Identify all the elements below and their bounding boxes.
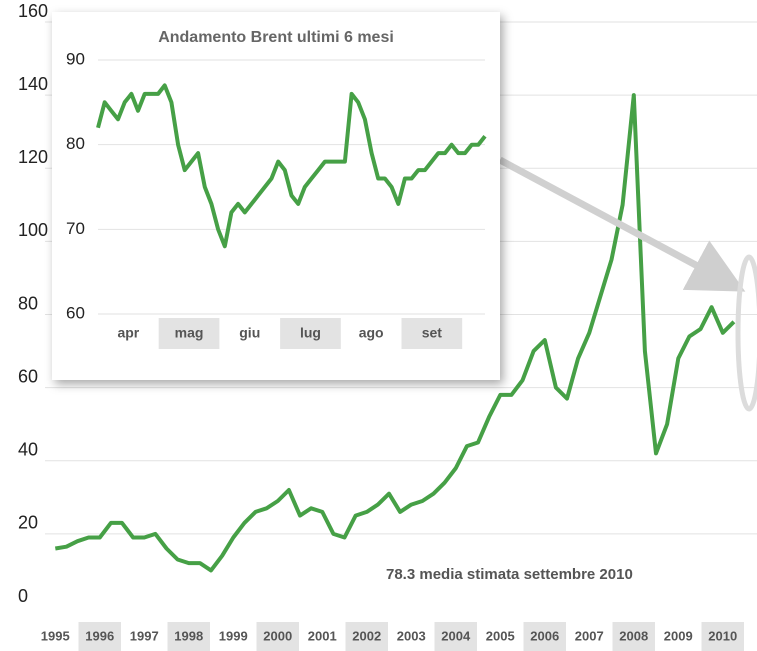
y-tick-label: 60 xyxy=(18,366,38,386)
callout xyxy=(498,156,757,412)
x-tick-label: 2009 xyxy=(664,628,693,643)
x-tick-label: lug xyxy=(300,325,321,341)
year-band xyxy=(256,622,299,651)
x-tick-label: set xyxy=(422,325,443,341)
annotation: 78.3 media stimata settembre 2010 xyxy=(386,566,633,583)
x-tick-label: 2000 xyxy=(263,628,292,643)
y-tick-label: 160 xyxy=(18,1,48,21)
y-tick-label: 140 xyxy=(18,74,48,94)
month-band xyxy=(401,318,463,349)
y-tick-label: 70 xyxy=(66,219,85,238)
x-tick-label: giu xyxy=(239,325,260,341)
x-tick-label: 2002 xyxy=(352,628,381,643)
x-tick-label: ago xyxy=(359,325,384,341)
y-tick-label: 100 xyxy=(18,220,48,240)
x-tick-label: 1997 xyxy=(130,628,159,643)
x-tick-label: 1996 xyxy=(85,628,114,643)
year-band xyxy=(434,622,477,651)
y-tick-label: 20 xyxy=(18,513,38,533)
inset-chart: Andamento Brent ultimi 6 mesi 60 70 80 90 apr… xyxy=(52,12,500,380)
year-band xyxy=(523,622,566,651)
y-tick-label: 60 xyxy=(66,303,85,322)
x-tick-label: 2010 xyxy=(708,628,737,643)
x-tick-label: 2001 xyxy=(308,628,337,643)
x-tick-label: 2003 xyxy=(397,628,426,643)
year-band xyxy=(78,622,121,651)
year-band xyxy=(612,622,655,651)
x-tick-label: 1995 xyxy=(41,628,70,643)
price-line xyxy=(96,83,487,249)
x-tick-label: 1999 xyxy=(219,628,248,643)
x-tick-label: mag xyxy=(175,325,204,341)
arrow xyxy=(498,156,746,292)
month-band xyxy=(158,318,220,349)
x-tick-label: 2004 xyxy=(441,628,471,643)
year-band xyxy=(345,622,388,651)
y-tick-label: 120 xyxy=(18,147,48,167)
y-tick-label: 80 xyxy=(66,134,85,153)
inset-title: Andamento Brent ultimi 6 mesi xyxy=(158,29,394,46)
x-tick-label: 1998 xyxy=(174,628,203,643)
x-tick-label: 2008 xyxy=(619,628,648,643)
x-tick-label: apr xyxy=(117,325,139,341)
year-band xyxy=(701,622,744,651)
y-tick-label: 0 xyxy=(18,586,28,606)
x-tick-label: 2005 xyxy=(486,628,515,643)
x-tick-label: 2006 xyxy=(530,628,559,643)
month-band xyxy=(280,318,341,349)
year-band xyxy=(167,622,210,651)
y-tick-label: 90 xyxy=(66,49,85,68)
price-line xyxy=(54,93,736,573)
highlight-ellipse xyxy=(735,254,757,412)
y-tick-label: 40 xyxy=(18,440,38,460)
x-tick-label: 2007 xyxy=(575,628,604,643)
y-tick-label: 80 xyxy=(18,293,38,313)
